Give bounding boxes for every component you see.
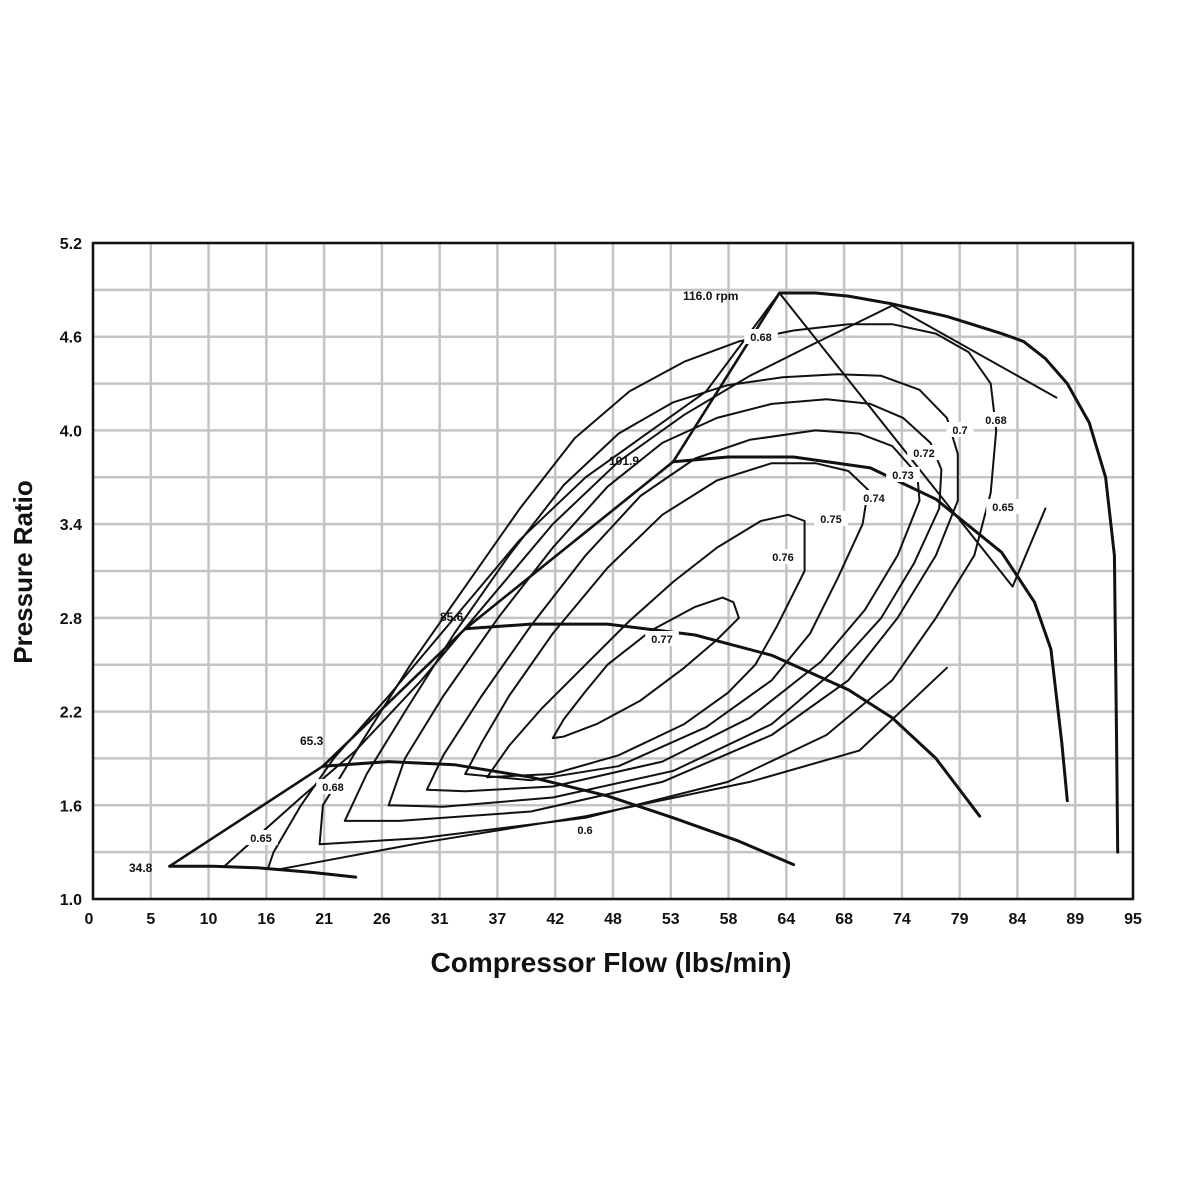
efficiency-label-bg [814, 511, 848, 526]
y-tick-label: 2.2 [60, 705, 82, 722]
efficiency-label-bg [766, 549, 800, 564]
efficiency-label: 0.73 [892, 470, 913, 482]
x-tick-label: 26 [373, 911, 391, 928]
y-tick-label: 1.6 [60, 798, 82, 815]
efficiency-label-bg [907, 445, 941, 460]
efficiency-label: 0.72 [913, 448, 934, 460]
efficiency-label-bg [645, 631, 679, 646]
tick-labels: 0 5 10 16 21 26 31 37 42 48 53 58 64 68 74 79 84 89 95 1.0 1… [60, 236, 1142, 928]
y-tick-label: 3.4 [60, 517, 82, 534]
x-tick-label: 0 [85, 911, 94, 928]
y-tick-label: 4.6 [60, 330, 82, 347]
x-tick-label: 21 [315, 911, 333, 928]
y-axis-title: Pressure Ratio [8, 480, 38, 664]
x-tick-label: 31 [431, 911, 449, 928]
speed-line [463, 622, 982, 818]
x-tick-label: 95 [1124, 911, 1142, 928]
speed-line [321, 760, 796, 867]
efficiency-label: 0.68 [750, 332, 771, 344]
x-tick-label: 10 [200, 911, 218, 928]
efficiency-label-bg [857, 490, 891, 505]
efficiency-label-bg [946, 422, 974, 437]
speed-line-label: 65.3 [300, 734, 324, 748]
efficiency-label: 0.75 [820, 514, 841, 526]
efficiency-label: 0.65 [992, 502, 1013, 514]
x-tick-label: 53 [662, 911, 680, 928]
speed-line [168, 864, 358, 879]
x-tick-label: 16 [257, 911, 275, 928]
x-tick-label: 58 [720, 911, 738, 928]
speed-line [777, 291, 1120, 854]
x-axis-title: Compressor Flow (lbs/min) [431, 947, 792, 978]
efficiency-line [278, 666, 948, 871]
speed-line [671, 455, 1069, 803]
x-tick-label: 5 [146, 911, 155, 928]
y-tick-label: 1.0 [60, 892, 82, 909]
y-tick-label: 4.0 [60, 423, 82, 440]
efficiency-label-bg [316, 779, 350, 794]
efficiency-label: 0.74 [863, 493, 885, 505]
map-labels: 116.0 rpm 101.9 85.6 65.3 34.8 0.68 0.7 0.68 0.7… [129, 289, 1020, 875]
efficiency-label: 0.68 [322, 782, 343, 794]
efficiency-line [343, 373, 959, 822]
y-tick-label: 2.8 [60, 611, 82, 628]
speed-line-label: 101.9 [609, 454, 639, 468]
y-tick-label: 5.2 [60, 236, 82, 253]
x-tick-label: 37 [489, 911, 507, 928]
efficiency-label: 0.6 [577, 825, 592, 837]
speed-line-label: 34.8 [129, 861, 153, 875]
efficiency-label: 0.68 [985, 415, 1006, 427]
x-tick-label: 74 [893, 911, 911, 928]
efficiency-line [551, 596, 740, 740]
efficiency-and-speed-lines [168, 291, 1120, 879]
x-tick-label: 42 [546, 911, 564, 928]
efficiency-line [425, 429, 921, 793]
efficiency-label-bg [571, 822, 599, 837]
speed-line-label: 85.6 [440, 610, 464, 624]
x-tick-label: 68 [835, 911, 853, 928]
efficiency-label: 0.76 [772, 552, 793, 564]
efficiency-label: 0.7 [952, 425, 967, 437]
plot-frame [91, 241, 1135, 901]
efficiency-line [486, 513, 806, 779]
efficiency-line [223, 304, 1058, 868]
x-tick-label: 79 [951, 911, 969, 928]
x-tick-label: 64 [777, 911, 795, 928]
efficiency-label-bg [886, 467, 920, 482]
efficiency-label-bg [244, 830, 278, 845]
efficiency-label: 0.77 [651, 634, 672, 646]
efficiency-line [387, 398, 943, 808]
x-tick-label: 89 [1066, 911, 1084, 928]
x-tick-label: 48 [604, 911, 622, 928]
efficiency-label-bg [986, 499, 1020, 514]
efficiency-label-bg [744, 329, 778, 344]
efficiency-label-bg [979, 412, 1013, 427]
speed-line-label: 116.0 rpm [683, 289, 738, 303]
x-tick-label: 84 [1009, 911, 1027, 928]
efficiency-line [464, 462, 870, 782]
grid [91, 241, 1135, 901]
efficiency-line [318, 323, 998, 846]
efficiency-label: 0.65 [250, 833, 271, 845]
surge-line [168, 292, 781, 868]
